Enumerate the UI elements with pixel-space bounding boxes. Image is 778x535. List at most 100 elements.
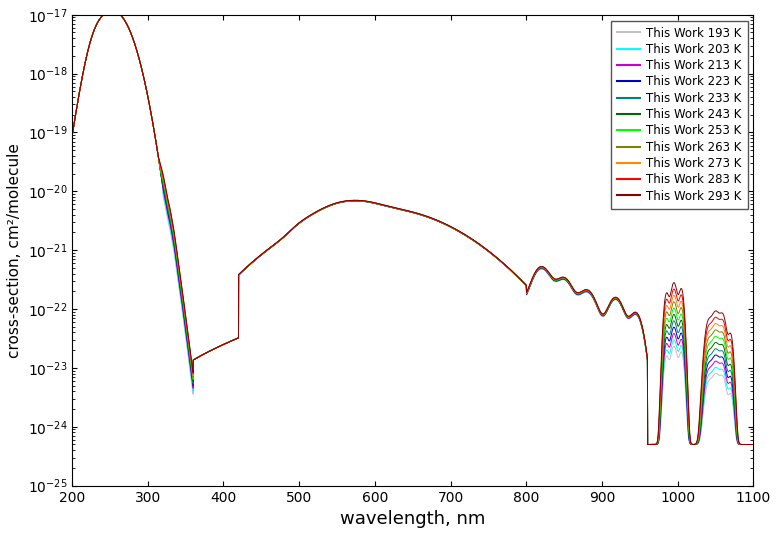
This Work 243 K bbox=[537, 264, 546, 271]
This Work 233 K bbox=[537, 265, 546, 271]
Line: This Work 253 K: This Work 253 K bbox=[72, 11, 753, 445]
This Work 223 K bbox=[366, 199, 376, 205]
This Work 293 K bbox=[747, 441, 756, 448]
This Work 193 K bbox=[131, 43, 140, 49]
This Work 223 K bbox=[746, 441, 755, 448]
This Work 293 K bbox=[386, 203, 395, 210]
This Work 273 K bbox=[747, 441, 756, 448]
This Work 243 K bbox=[748, 441, 758, 448]
This Work 213 K bbox=[107, 7, 117, 14]
This Work 233 K bbox=[131, 43, 140, 49]
This Work 193 K bbox=[748, 441, 758, 448]
This Work 263 K bbox=[748, 441, 758, 448]
This Work 223 K bbox=[717, 354, 727, 360]
This Work 193 K bbox=[107, 7, 117, 14]
This Work 283 K bbox=[386, 203, 395, 210]
This Work 273 K bbox=[386, 204, 395, 210]
Line: This Work 263 K: This Work 263 K bbox=[72, 11, 753, 445]
This Work 293 K bbox=[107, 7, 117, 14]
This Work 273 K bbox=[366, 199, 376, 205]
This Work 193 K bbox=[366, 200, 376, 206]
Line: This Work 293 K: This Work 293 K bbox=[72, 11, 753, 445]
This Work 223 K bbox=[107, 7, 117, 14]
This Work 243 K bbox=[173, 259, 182, 266]
This Work 293 K bbox=[173, 251, 182, 257]
This Work 253 K bbox=[107, 7, 117, 14]
This Work 223 K bbox=[748, 441, 758, 448]
This Work 233 K bbox=[717, 347, 727, 354]
Y-axis label: cross-section, cm²/molecule: cross-section, cm²/molecule bbox=[7, 143, 22, 357]
This Work 213 K bbox=[131, 43, 140, 49]
This Work 193 K bbox=[173, 272, 182, 279]
This Work 263 K bbox=[366, 199, 376, 205]
This Work 233 K bbox=[68, 133, 77, 140]
This Work 273 K bbox=[748, 441, 758, 448]
Legend: This Work 193 K, This Work 203 K, This Work 213 K, This Work 223 K, This Work 23: This Work 193 K, This Work 203 K, This W… bbox=[611, 21, 748, 209]
This Work 293 K bbox=[68, 133, 77, 140]
This Work 223 K bbox=[131, 43, 140, 49]
This Work 263 K bbox=[173, 256, 182, 262]
This Work 253 K bbox=[366, 199, 376, 205]
Line: This Work 203 K: This Work 203 K bbox=[72, 11, 753, 445]
This Work 213 K bbox=[537, 265, 546, 272]
This Work 243 K bbox=[131, 43, 140, 49]
This Work 203 K bbox=[131, 43, 140, 49]
This Work 293 K bbox=[366, 198, 376, 205]
This Work 233 K bbox=[366, 199, 376, 205]
This Work 243 K bbox=[386, 204, 395, 210]
This Work 203 K bbox=[717, 366, 727, 372]
This Work 243 K bbox=[366, 199, 376, 205]
Line: This Work 243 K: This Work 243 K bbox=[72, 11, 753, 445]
This Work 263 K bbox=[747, 441, 756, 448]
This Work 233 K bbox=[746, 441, 755, 448]
This Work 193 K bbox=[386, 204, 395, 211]
This Work 193 K bbox=[717, 372, 727, 378]
Line: This Work 233 K: This Work 233 K bbox=[72, 11, 753, 445]
This Work 273 K bbox=[107, 7, 117, 14]
This Work 293 K bbox=[748, 441, 758, 448]
Line: This Work 283 K: This Work 283 K bbox=[72, 11, 753, 445]
This Work 223 K bbox=[386, 204, 395, 210]
This Work 253 K bbox=[68, 133, 77, 140]
This Work 283 K bbox=[748, 441, 758, 448]
This Work 243 K bbox=[746, 441, 755, 448]
This Work 233 K bbox=[748, 441, 758, 448]
This Work 233 K bbox=[386, 204, 395, 210]
This Work 273 K bbox=[68, 133, 77, 140]
Line: This Work 223 K: This Work 223 K bbox=[72, 11, 753, 445]
Line: This Work 273 K: This Work 273 K bbox=[72, 11, 753, 445]
This Work 213 K bbox=[366, 200, 376, 206]
This Work 203 K bbox=[386, 204, 395, 211]
This Work 283 K bbox=[717, 316, 727, 323]
This Work 233 K bbox=[107, 7, 117, 14]
This Work 193 K bbox=[68, 133, 77, 140]
This Work 193 K bbox=[537, 266, 546, 272]
This Work 213 K bbox=[173, 266, 182, 273]
This Work 203 K bbox=[173, 269, 182, 276]
This Work 263 K bbox=[537, 264, 546, 270]
This Work 293 K bbox=[717, 310, 727, 316]
This Work 253 K bbox=[717, 335, 727, 341]
This Work 253 K bbox=[131, 43, 140, 49]
This Work 283 K bbox=[173, 253, 182, 259]
This Work 213 K bbox=[748, 441, 758, 448]
This Work 243 K bbox=[68, 133, 77, 140]
This Work 253 K bbox=[386, 204, 395, 210]
Line: This Work 193 K: This Work 193 K bbox=[72, 11, 753, 445]
This Work 293 K bbox=[537, 263, 546, 270]
This Work 283 K bbox=[366, 199, 376, 205]
This Work 273 K bbox=[131, 43, 140, 49]
This Work 213 K bbox=[386, 204, 395, 210]
X-axis label: wavelength, nm: wavelength, nm bbox=[340, 510, 485, 528]
This Work 193 K bbox=[746, 441, 755, 448]
This Work 223 K bbox=[68, 133, 77, 140]
This Work 243 K bbox=[717, 341, 727, 348]
This Work 253 K bbox=[748, 441, 758, 448]
Line: This Work 213 K: This Work 213 K bbox=[72, 11, 753, 445]
This Work 223 K bbox=[537, 265, 546, 271]
This Work 273 K bbox=[717, 322, 727, 328]
This Work 213 K bbox=[746, 441, 755, 448]
This Work 203 K bbox=[366, 200, 376, 206]
This Work 263 K bbox=[107, 7, 117, 14]
This Work 263 K bbox=[717, 328, 727, 335]
